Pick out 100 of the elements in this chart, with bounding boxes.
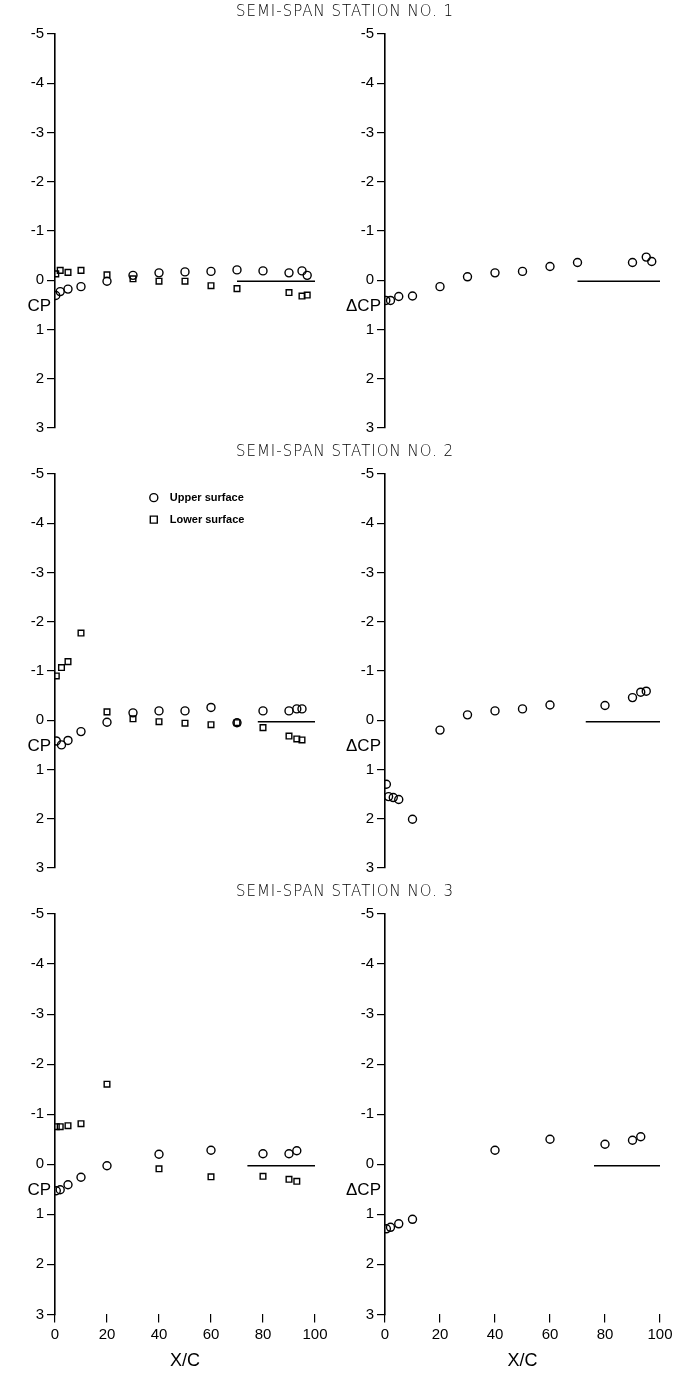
y-tick-label: -4 (30, 73, 44, 91)
point (490, 1145, 500, 1155)
point (385, 295, 396, 306)
point (155, 718, 163, 726)
point (63, 735, 73, 746)
y-axis-title: ΔCP (346, 295, 381, 315)
point (302, 270, 312, 281)
point (545, 1134, 555, 1144)
point (462, 710, 473, 720)
point (76, 726, 86, 737)
point (206, 702, 216, 713)
y-tick-label: -3 (360, 122, 374, 140)
point (103, 271, 111, 279)
chart-title: SEMI-SPAN STATION NO. 1 (234, 2, 456, 20)
y-tick-label: -5 (360, 24, 374, 42)
y-tick-label: -2 (360, 171, 374, 189)
x-tick-label: 80 (254, 1324, 272, 1342)
chart-title: SEMI-SPAN STATION NO. 3 (234, 882, 456, 900)
point (180, 706, 190, 716)
point (56, 1123, 64, 1131)
point (627, 692, 638, 703)
x-tick-label: 20 (98, 1324, 116, 1342)
point (284, 1149, 294, 1159)
y-tick-label: -2 (360, 611, 374, 629)
point (181, 277, 189, 285)
legend-label: Lower surface (169, 512, 245, 525)
y-tick-label: -5 (360, 904, 374, 922)
point (207, 282, 215, 290)
point (56, 266, 64, 274)
y-tick-label: 0 (365, 710, 374, 728)
point (285, 732, 293, 740)
point (298, 292, 306, 300)
point (206, 1145, 216, 1155)
point (155, 277, 163, 285)
legend-label: Upper surface (169, 490, 244, 503)
point (258, 1149, 268, 1159)
y-tick-label: 1 (365, 319, 374, 337)
y-tick-label: -2 (30, 611, 44, 629)
y-tick-label: -1 (360, 1104, 374, 1122)
point (55, 286, 65, 297)
point (407, 1214, 418, 1225)
point (647, 256, 657, 267)
x-tick-label: 80 (596, 1324, 614, 1342)
point (285, 1175, 293, 1183)
y-tick-label: 2 (35, 808, 44, 826)
y-tick-label: 2 (35, 368, 44, 386)
point (128, 270, 138, 281)
point (435, 281, 445, 292)
y-tick-label: -4 (360, 954, 374, 972)
y-tick-label: 0 (365, 270, 374, 288)
point (435, 725, 445, 735)
y-tick-label: 2 (365, 808, 374, 826)
y-tick-label: 3 (365, 858, 374, 876)
point (76, 281, 86, 292)
x-tick-label: 60 (541, 1324, 559, 1342)
x-tick-label: 0 (380, 1324, 390, 1342)
y-tick-label: 0 (35, 270, 44, 288)
y-tick-label: 1 (35, 319, 44, 337)
point (64, 268, 72, 276)
point (102, 1161, 112, 1171)
y-axis-title: ΔCP (346, 1179, 381, 1199)
point (64, 658, 72, 666)
y-tick-label: 3 (35, 858, 44, 876)
point (490, 706, 500, 716)
point (600, 1139, 610, 1149)
point (207, 1173, 215, 1181)
y-tick-label: -1 (30, 221, 44, 239)
y-tick-label: -2 (30, 1054, 44, 1072)
y-tick-label: -4 (360, 513, 374, 531)
y-tick-label: 1 (365, 1204, 374, 1222)
point (298, 736, 306, 744)
point (207, 721, 215, 729)
y-axis-title: CP (27, 295, 51, 315)
point (636, 687, 646, 697)
y-tick-label: 2 (365, 1254, 374, 1272)
y-tick-label: -5 (30, 24, 44, 42)
point (292, 704, 302, 714)
point (284, 268, 294, 278)
y-tick-label: -3 (360, 562, 374, 580)
point (490, 268, 500, 278)
point (259, 1172, 267, 1180)
point (292, 1146, 302, 1156)
y-tick-label: -4 (30, 513, 44, 531)
y-tick-label: 2 (35, 1254, 44, 1272)
y-tick-label: 3 (365, 418, 374, 436)
point (76, 1172, 86, 1182)
x-tick-label: 0 (50, 1324, 60, 1342)
point (284, 706, 294, 716)
point (155, 1165, 163, 1173)
point (181, 719, 189, 727)
point (129, 715, 137, 723)
y-tick-label: -3 (30, 1004, 44, 1022)
point (545, 700, 555, 710)
y-tick-label: -1 (360, 221, 374, 239)
y-tick-label: -2 (360, 1054, 374, 1072)
point (636, 1132, 646, 1142)
point (128, 708, 138, 718)
y-tick-label: 3 (365, 1304, 374, 1322)
y-tick-label: 0 (35, 710, 44, 728)
y-axis-title: CP (27, 1179, 51, 1199)
